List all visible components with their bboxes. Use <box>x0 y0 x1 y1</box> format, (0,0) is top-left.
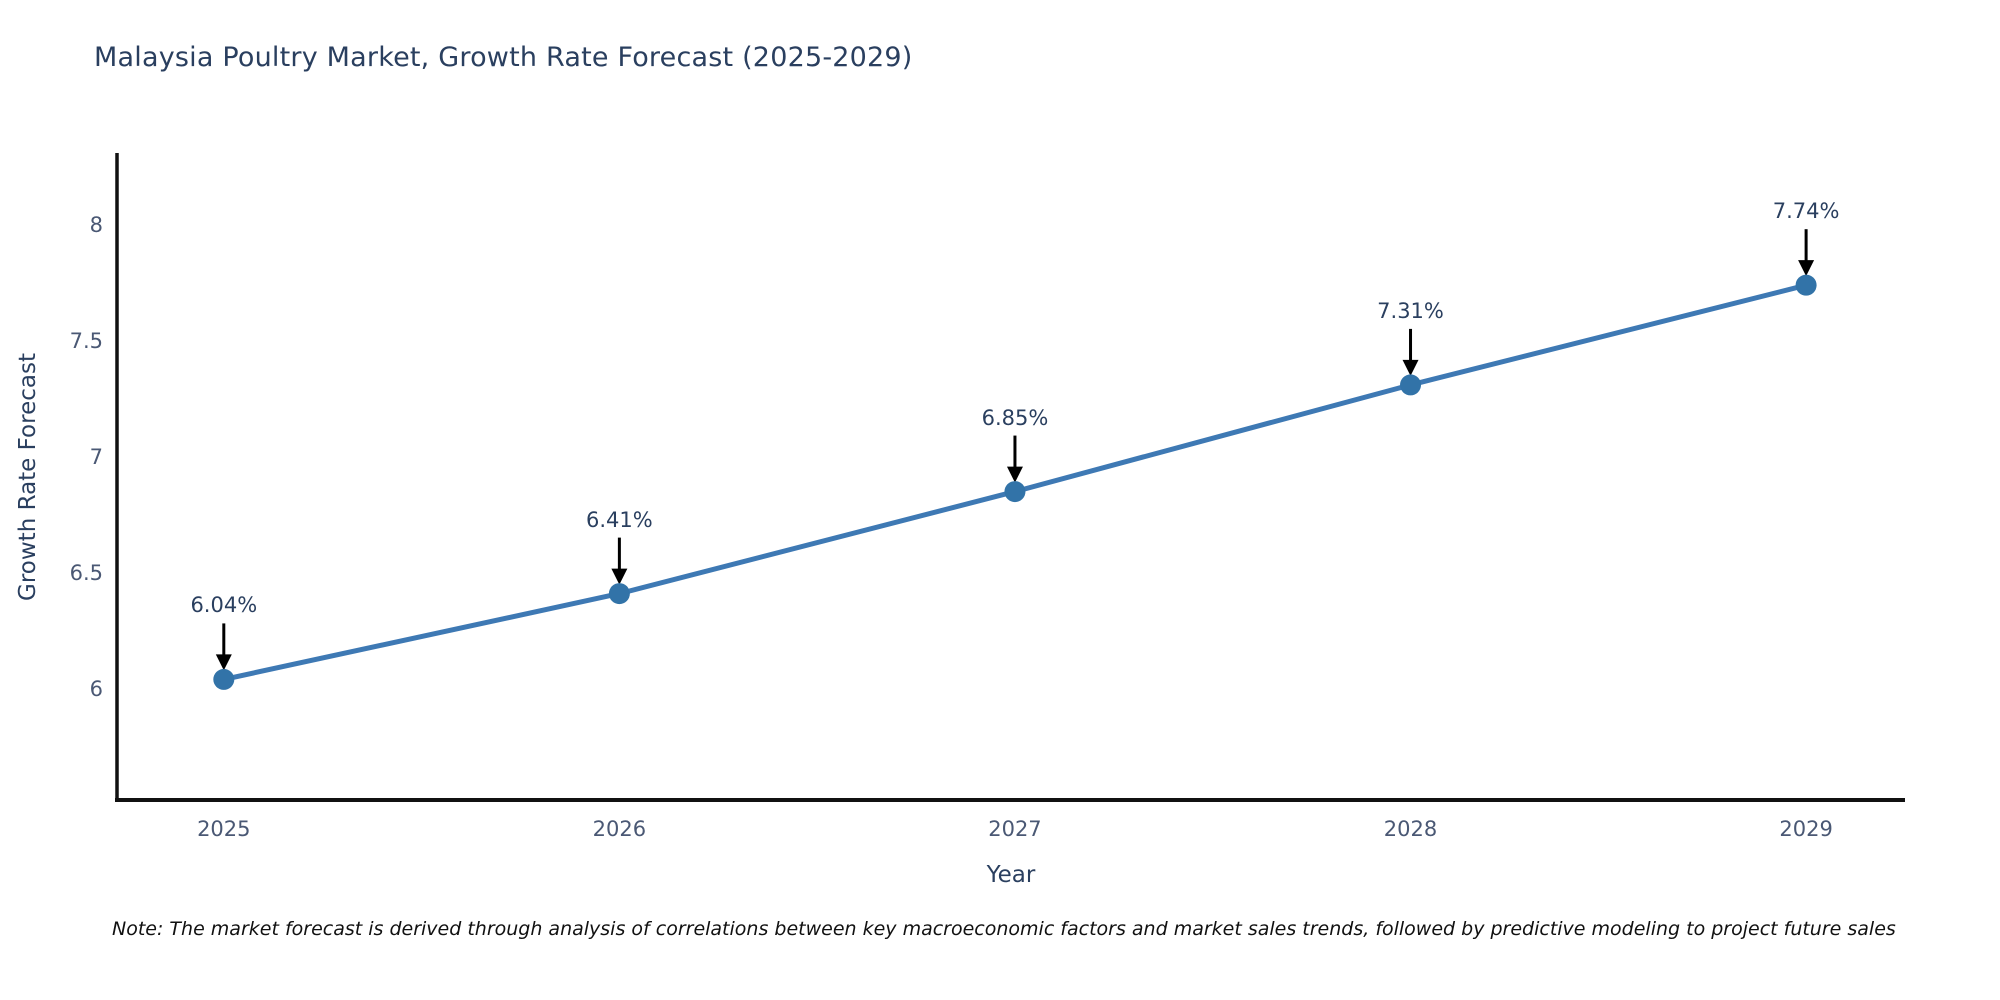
y-tick-label: 6.5 <box>69 560 103 585</box>
y-tick-label: 7.5 <box>69 328 103 353</box>
point-value-label: 7.74% <box>1772 199 1840 224</box>
x-tick-label: 2027 <box>988 817 1042 841</box>
annotation-arrowhead <box>1798 260 1815 277</box>
footnote: Note: The market forecast is derived thr… <box>112 918 1896 940</box>
y-tick-label: 6 <box>89 676 103 701</box>
x-tick-label: 2025 <box>197 817 251 841</box>
data-point-marker[interactable] <box>1004 481 1026 503</box>
y-axis-title: Growth Rate Forecast <box>15 353 41 601</box>
data-point-marker[interactable] <box>1400 374 1422 396</box>
x-axis-title: Year <box>986 862 1036 888</box>
point-value-label: 6.04% <box>190 593 258 618</box>
point-value-label: 7.31% <box>1377 298 1444 323</box>
annotation-arrowhead <box>215 654 232 671</box>
data-point-marker[interactable] <box>608 583 630 605</box>
x-tick-label: 2029 <box>1779 817 1833 841</box>
x-tick-label: 2026 <box>592 817 647 841</box>
annotation-arrowhead <box>1006 466 1023 483</box>
chart-title: Malaysia Poultry Market, Growth Rate For… <box>94 42 913 73</box>
annotation-arrowhead <box>611 568 628 585</box>
annotation-arrowhead <box>1402 359 1419 376</box>
x-tick-label: 2028 <box>1383 817 1438 841</box>
data-point-marker[interactable] <box>1795 274 1817 296</box>
data-point-marker[interactable] <box>213 668 235 690</box>
point-value-label: 6.41% <box>586 507 653 532</box>
y-tick-label: 8 <box>89 212 103 237</box>
y-tick-label: 7 <box>89 444 103 469</box>
point-value-label: 6.85% <box>981 405 1049 430</box>
